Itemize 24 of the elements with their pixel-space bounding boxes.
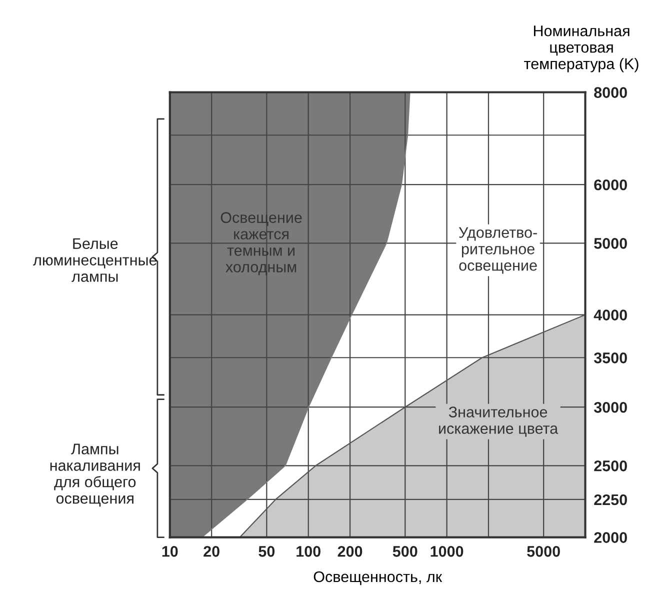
annotation: Значительное искажение цвета xyxy=(439,406,558,437)
text: Белые люминесцентные лампы xyxy=(33,238,157,282)
annotation: Освещение кажется темным и холодным xyxy=(220,212,302,276)
y-tick-label: 4000 xyxy=(594,310,627,320)
y-tick-label: 2250 xyxy=(594,494,627,506)
x-axis-title: Освещенность, лк xyxy=(314,571,442,586)
x-tick-label: 100 xyxy=(296,546,320,557)
y-tick-label: 2500 xyxy=(594,460,627,472)
x-tick-label: 10 xyxy=(162,546,178,557)
annotation: Удовлетво- рительное освещение xyxy=(458,227,537,274)
y-tick-label: 3500 xyxy=(594,352,627,364)
x-tick-label: 20 xyxy=(204,546,220,557)
x-tick-label: 50 xyxy=(258,546,275,557)
y-tick-label: 2000 xyxy=(594,532,627,543)
y-tick-label: 3000 xyxy=(594,402,627,413)
x-tick-label: 5000 xyxy=(527,546,560,557)
y-axis-title: Номинальная цветовая температура (K) xyxy=(524,26,638,72)
y-tick-label: 6000 xyxy=(594,179,627,190)
y-tick-label: 5000 xyxy=(594,238,627,249)
x-tick-label: 200 xyxy=(338,546,362,557)
x-tick-label: 500 xyxy=(392,546,418,557)
x-tick-label: 1000 xyxy=(430,546,464,557)
y-tick-label: 8000 xyxy=(594,87,627,98)
text: Лампы накаливания для общего освещения xyxy=(50,444,140,507)
